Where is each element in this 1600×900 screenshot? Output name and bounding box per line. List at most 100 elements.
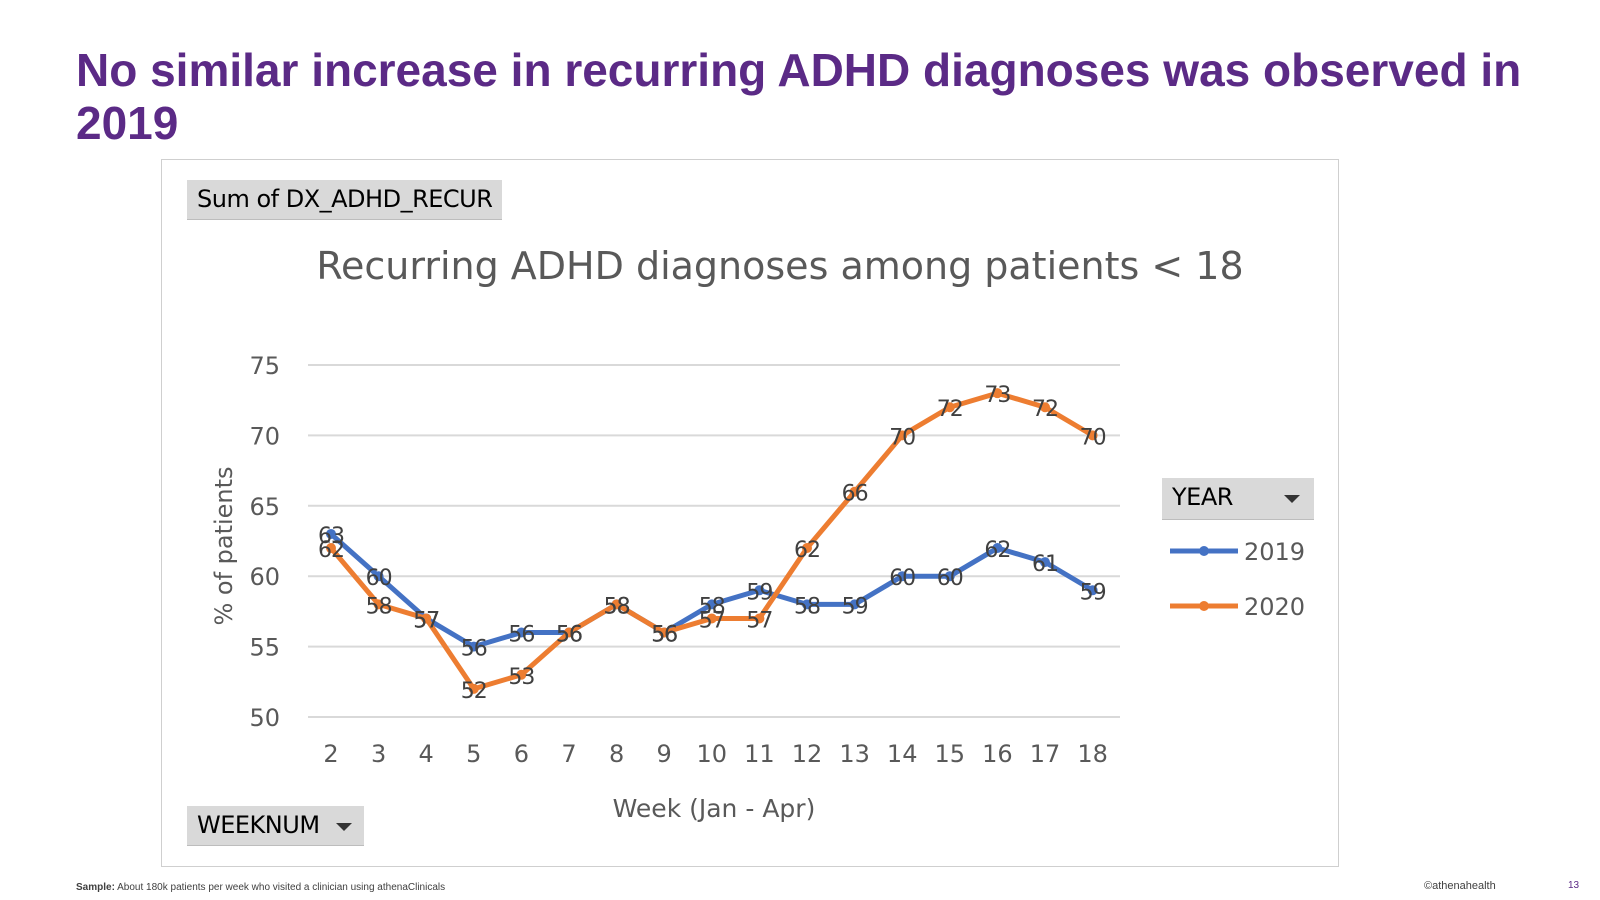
- data-point-2020: [373, 599, 384, 610]
- series-line-2020: [329, 390, 1094, 692]
- data-point-2020: [516, 669, 527, 680]
- y-tick-label: 50: [249, 704, 280, 732]
- data-label-2020: 57: [746, 608, 772, 633]
- legend-marker-2020: [1199, 601, 1209, 611]
- y-axis-label: % of patients: [210, 466, 238, 625]
- y-tick-label: 70: [249, 422, 280, 450]
- brand-name: athenahealth: [1432, 880, 1496, 892]
- data-label-2019: 61: [1032, 552, 1058, 577]
- legend-label-2019: 2019: [1244, 538, 1305, 566]
- data-point-2020: [802, 543, 812, 554]
- data-label-2019: 57: [413, 608, 439, 633]
- x-tick-label: 5: [466, 740, 481, 768]
- x-tick-label: 6: [514, 740, 529, 768]
- x-axis-label: Week (Jan - Apr): [613, 794, 816, 823]
- data-point-2019: [802, 599, 812, 610]
- footer-sample-label: Sample:: [76, 882, 115, 893]
- data-label-2019: 58: [604, 594, 630, 619]
- data-point-2019: [326, 528, 336, 539]
- data-label-2020: 58: [604, 594, 630, 619]
- weeknum-filter-label: WEEKNUM: [197, 811, 320, 839]
- data-label-2020: 72: [937, 397, 963, 422]
- data-point-2019: [944, 571, 955, 582]
- y-axis-ticks: 50 55 60 65 70 75: [249, 352, 280, 732]
- series: [326, 388, 1098, 694]
- x-tick-label: 16: [982, 740, 1013, 768]
- data-point-2019: [1087, 585, 1098, 596]
- footer-brand: ©athenahealth: [1424, 880, 1496, 892]
- year-filter-label: YEAR: [1172, 483, 1233, 511]
- dropdown-arrow-icon[interactable]: [1284, 495, 1300, 503]
- chart-title: Recurring ADHD diagnoses among patients …: [316, 244, 1243, 288]
- data-point-2019: [754, 585, 765, 596]
- data-label-2019: 60: [937, 566, 963, 591]
- data-point-2019: [373, 571, 384, 582]
- y-tick-label: 75: [249, 352, 280, 380]
- page-number: 13: [1568, 880, 1580, 891]
- x-tick-label: 2: [323, 740, 338, 768]
- data-label-2020: 73: [984, 383, 1010, 408]
- data-label-2020: 56: [556, 623, 582, 648]
- footer-sample-note: Sample: About 180k patients per week who…: [76, 882, 445, 893]
- data-point-2019: [516, 627, 527, 638]
- data-label-2019: 59: [842, 594, 868, 619]
- data-point-2020: [611, 599, 622, 610]
- data-point-2020: [706, 613, 717, 624]
- pivot-field-button[interactable]: Sum of DX_ADHD_RECUR: [187, 180, 503, 220]
- data-point-2019: [1040, 557, 1050, 568]
- x-tick-label: 12: [792, 740, 823, 768]
- dropdown-arrow-icon[interactable]: [336, 823, 352, 831]
- data-point-2019: [992, 543, 1003, 554]
- data-label-2019: 63: [318, 524, 344, 549]
- data-label-2019: 56: [461, 637, 487, 662]
- footer-sample-text: About 180k patients per week who visited…: [117, 882, 446, 893]
- data-label-2019: 62: [984, 538, 1010, 563]
- x-tick-label: 3: [371, 740, 386, 768]
- year-filter-button[interactable]: YEAR: [1162, 478, 1314, 520]
- data-label-2020: 57: [413, 608, 439, 633]
- data-label-2020: 70: [1080, 425, 1106, 450]
- legend: 2019 2020: [1170, 538, 1305, 621]
- data-point-2019: [468, 641, 479, 652]
- data-label-2020: 66: [842, 482, 868, 507]
- data-point-2020: [754, 613, 765, 624]
- legend-marker-2019: [1199, 546, 1209, 556]
- data-label-2020: 72: [1032, 397, 1058, 422]
- data-label-2020: 62: [794, 538, 820, 563]
- x-tick-label: 8: [609, 740, 624, 768]
- data-label-2019: 60: [366, 566, 392, 591]
- data-label-2020: 62: [318, 538, 344, 563]
- data-label-2019: 58: [699, 594, 725, 619]
- data-point-2019: [849, 599, 860, 610]
- data-label-2019: 56: [651, 623, 677, 648]
- data-label-2020: 70: [889, 425, 915, 450]
- data-point-2020: [1087, 430, 1098, 441]
- data-point-2020: [564, 627, 574, 638]
- data-label-2019: 56: [556, 623, 582, 648]
- data-label-2020: 58: [366, 594, 392, 619]
- y-tick-label: 60: [249, 563, 280, 591]
- data-point-2020: [326, 543, 336, 554]
- x-tick-label: 13: [839, 740, 870, 768]
- slide-title: No similar increase in recurring ADHD di…: [76, 44, 1522, 149]
- copyright-icon: ©: [1424, 880, 1433, 892]
- data-point-2020: [944, 402, 955, 413]
- x-tick-label: 9: [657, 740, 672, 768]
- data-point-2020: [897, 430, 908, 441]
- y-tick-label: 65: [249, 493, 280, 521]
- data-label-2020: 56: [651, 623, 677, 648]
- data-point-2020: [849, 486, 860, 497]
- x-tick-label: 11: [744, 740, 775, 768]
- x-tick-label: 10: [697, 740, 728, 768]
- x-axis-ticks: 2 3 4 5 6 7 8 9 10 11 12 13 14 15 16 17 18: [323, 740, 1108, 768]
- data-label-2019: 60: [889, 566, 915, 591]
- weeknum-filter-button[interactable]: WEEKNUM: [187, 806, 364, 846]
- data-point-2020: [992, 388, 1003, 399]
- x-tick-label: 17: [1030, 740, 1061, 768]
- data-label-2019: 56: [508, 623, 534, 648]
- data-label-2020: 52: [461, 679, 487, 704]
- data-point-2019: [897, 571, 908, 582]
- pivot-field-label: Sum of DX_ADHD_RECUR: [197, 185, 493, 213]
